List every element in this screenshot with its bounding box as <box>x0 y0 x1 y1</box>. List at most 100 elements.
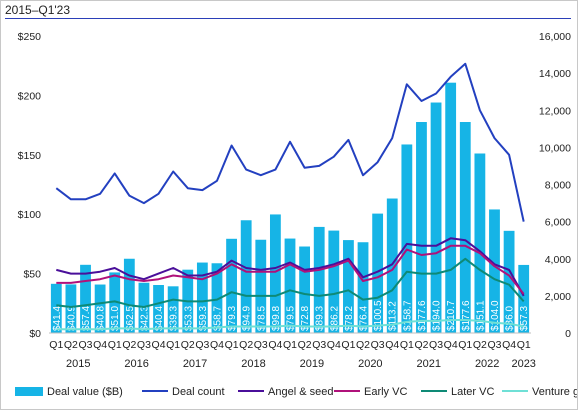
deal-value-bar <box>401 144 413 333</box>
left-axis-tick-label: $150 <box>18 150 42 162</box>
year-tick-label: 2020 <box>358 358 382 370</box>
deal-value-bar <box>153 285 164 333</box>
early-vc-line <box>56 244 525 295</box>
quarter-tick-label: Q2 <box>298 339 312 351</box>
year-tick-label: 2022 <box>475 358 499 370</box>
quarter-tick-label: Q4 <box>93 339 107 351</box>
deal-value-bar <box>518 264 530 333</box>
right-axis-tick-label: 0 <box>565 328 571 340</box>
bar-value-label: $40.4 <box>154 306 165 331</box>
quarter-tick-label: Q1 <box>517 339 531 351</box>
bar-value-label: $57.3 <box>519 306 530 331</box>
quarter-tick-label: Q2 <box>414 339 428 351</box>
bar-value-label: $42.3 <box>139 306 150 331</box>
legend-label: Angel & seed <box>268 386 333 398</box>
bar-value-label: $104.0 <box>490 300 501 331</box>
quarter-tick-label: Q1 <box>49 339 63 351</box>
bar-value-label: $59.3 <box>198 306 209 331</box>
quarter-tick-label: Q4 <box>385 339 399 351</box>
quarter-tick-label: Q3 <box>371 339 385 351</box>
right-axis-ticks: 0 2,000 4,000 6,000 8,000 10,000 12,000 14,000 1… <box>539 31 571 340</box>
deal-value-bar <box>445 82 457 333</box>
later-vc-line <box>56 257 525 308</box>
header-rule <box>5 18 571 19</box>
bar-value-label: $39.3 <box>169 306 180 331</box>
legend: Deal value ($B) Deal count Angel & seed Ear… <box>15 386 577 398</box>
quarter-tick-label: Q2 <box>64 339 78 351</box>
bar-value-label: $177.6 <box>461 300 472 331</box>
bar-data-labels: $41.4 $40.9 $57.4 $40.8 $51.0 $62.5 $42.3 $40.4… <box>52 300 530 331</box>
quarter-tick-label: Q1 <box>166 339 180 351</box>
bar-value-label: $57.4 <box>81 306 92 331</box>
bar-value-label: $78.5 <box>256 306 267 331</box>
quarter-tick-label: Q4 <box>327 339 341 351</box>
quarter-tick-label: Q2 <box>356 339 370 351</box>
left-axis-ticks: $0 $50 $100 $150 $200 $250 <box>18 31 42 340</box>
bar-value-label: $100.5 <box>373 300 384 331</box>
quarter-tick-label: Q4 <box>152 339 166 351</box>
bar-value-label: $94.9 <box>242 306 253 331</box>
quarter-tick-label: Q2 <box>473 339 487 351</box>
legend-label: Later VC <box>451 386 494 398</box>
quarter-tick-label: Q1 <box>341 339 355 351</box>
deal-value-bar <box>489 209 500 333</box>
right-axis-tick-label: 10,000 <box>539 142 571 154</box>
bar-value-label: $41.4 <box>52 306 63 331</box>
bar-series <box>50 82 530 333</box>
quarter-tick-label: Q3 <box>79 339 93 351</box>
deal-value-bar <box>328 230 340 333</box>
bar-value-label: $58.7 <box>212 306 223 331</box>
deal-value-bar <box>386 198 398 333</box>
deal-value-bar <box>80 264 91 333</box>
deal-value-bar <box>167 286 179 333</box>
quarter-tick-label: Q4 <box>444 339 458 351</box>
deal-value-bar <box>503 230 515 333</box>
venture-growth-line <box>56 319 524 331</box>
left-axis-tick-label: $200 <box>18 90 42 102</box>
deal-value-bar <box>459 122 471 333</box>
deal-value-bar <box>255 239 267 333</box>
legend-swatch <box>15 387 43 396</box>
bar-value-label: $40.8 <box>96 306 107 331</box>
bar-value-label: $51.0 <box>110 306 121 331</box>
year-tick-label: 2018 <box>241 358 265 370</box>
bar-value-label: $89.3 <box>315 306 326 331</box>
bar-value-label: $194.0 <box>432 300 443 331</box>
deal-value-bar <box>50 283 62 333</box>
quarter-tick-label: Q4 <box>502 339 516 351</box>
year-tick-label: 2016 <box>124 358 148 370</box>
right-axis-tick-label: 16,000 <box>539 31 571 43</box>
left-axis-tick-label: $0 <box>29 328 41 340</box>
bar-value-label: $62.5 <box>125 306 136 331</box>
bar-value-label: $158.7 <box>402 300 413 331</box>
bar-value-label: $99.8 <box>271 306 282 331</box>
left-axis-tick-label: $100 <box>18 209 42 221</box>
quarter-tick-label: Q3 <box>254 339 268 351</box>
deal-value-bar <box>65 284 77 333</box>
bar-value-label: $72.8 <box>300 306 311 331</box>
bar-value-label: $79.5 <box>286 306 297 331</box>
quarter-tick-label: Q3 <box>487 339 501 351</box>
bar-value-label: $177.6 <box>417 300 428 331</box>
right-axis-tick-label: 8,000 <box>545 180 571 192</box>
quarter-tick-label: Q4 <box>268 339 282 351</box>
deal-value-bar <box>94 284 106 333</box>
right-axis-tick-label: 12,000 <box>539 105 571 117</box>
year-tick-label: 2019 <box>300 358 324 370</box>
bar-value-label: $53.3 <box>183 306 194 331</box>
bar-value-label: $76.4 <box>359 306 370 331</box>
left-axis-tick-label: $250 <box>18 31 42 43</box>
x-axis: Q1 Q2 Q3 Q4 Q1 Q2 Q3 Q4 Q1 Q2 Q3 Q4 Q1 Q2 Q3 Q4 Q1 Q2 Q3 Q4… <box>49 332 536 370</box>
bar-value-label: $210.7 <box>446 300 457 331</box>
quarter-tick-label: Q3 <box>195 339 209 351</box>
bar-value-label: $86.2 <box>329 306 340 331</box>
year-tick-label: 2015 <box>66 358 90 370</box>
line-series <box>55 62 525 331</box>
year-tick-label: 2021 <box>417 358 441 370</box>
year-tick-label: 2023 <box>511 358 535 370</box>
quarter-tick-label: Q1 <box>458 339 472 351</box>
quarter-tick-label: Q1 <box>225 339 239 351</box>
bar-value-label: $79.3 <box>227 306 238 331</box>
legend-label: Early VC <box>364 386 407 398</box>
